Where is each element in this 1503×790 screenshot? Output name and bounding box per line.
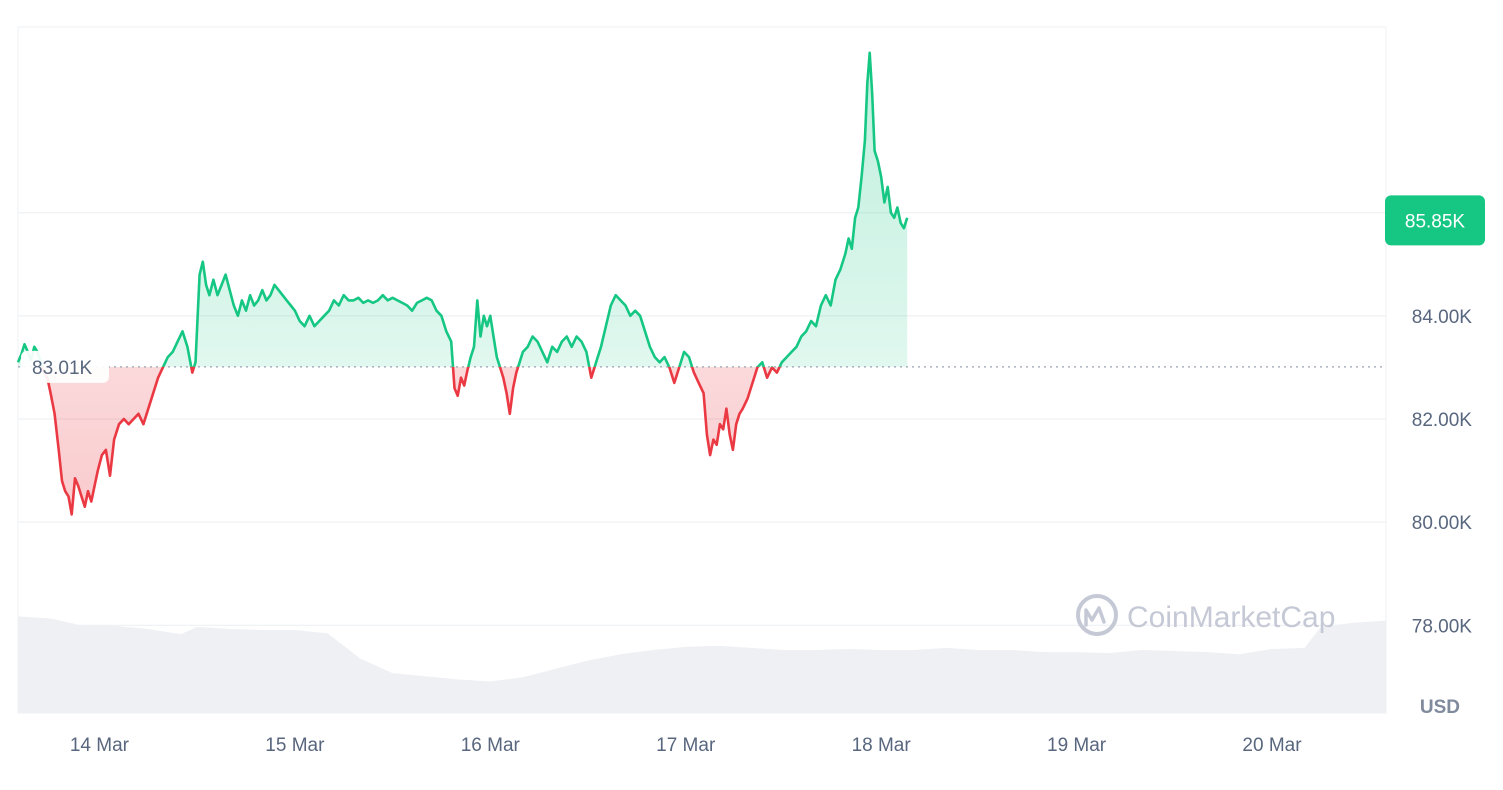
x-tick-label: 16 Mar xyxy=(461,735,521,756)
y-tick-label: 84.00K xyxy=(1412,307,1473,328)
volume-area xyxy=(18,616,1386,713)
y-tick-label: 82.00K xyxy=(1412,410,1473,431)
watermark-text: CoinMarketCap xyxy=(1127,601,1335,634)
y-tick-label: 78.00K xyxy=(1412,616,1473,637)
x-tick-label: 19 Mar xyxy=(1047,735,1107,756)
current-price-label: 85.85K xyxy=(1405,211,1466,232)
price-line-down xyxy=(40,366,782,516)
price-fill-down xyxy=(42,366,780,515)
currency-unit: USD xyxy=(1420,697,1460,718)
price-fill xyxy=(18,52,908,515)
current-price-marker: 85.85K xyxy=(1385,195,1485,246)
y-axis: 78.00K 80.00K 82.00K 84.00K xyxy=(1412,307,1473,637)
x-tick-label: 14 Mar xyxy=(70,735,130,756)
baseline-marker: 83.01K xyxy=(21,350,109,383)
coinmarketcap-logo-icon xyxy=(1076,594,1118,636)
baseline-label-bg xyxy=(21,350,109,383)
baseline-label: 83.01K xyxy=(32,358,93,379)
coinmarketcap-watermark: CoinMarketCap xyxy=(1076,594,1335,636)
x-axis: 14 Mar 15 Mar 16 Mar 17 Mar 18 Mar 19 Mar 20 M… xyxy=(70,735,1302,756)
grid-lines xyxy=(18,212,1386,626)
x-tick-label: 15 Mar xyxy=(265,735,325,756)
volume-area-path xyxy=(18,616,1386,713)
x-tick-label: 18 Mar xyxy=(852,735,912,756)
y-tick-label: 80.00K xyxy=(1412,513,1473,534)
x-tick-label: 20 Mar xyxy=(1242,735,1302,756)
coinmarketcap-logo-wave-icon xyxy=(1084,606,1106,627)
price-line xyxy=(16,51,909,516)
price-line-up xyxy=(16,51,909,367)
x-tick-label: 17 Mar xyxy=(656,735,716,756)
current-price-badge xyxy=(1385,195,1485,246)
price-fill-up xyxy=(18,52,908,367)
